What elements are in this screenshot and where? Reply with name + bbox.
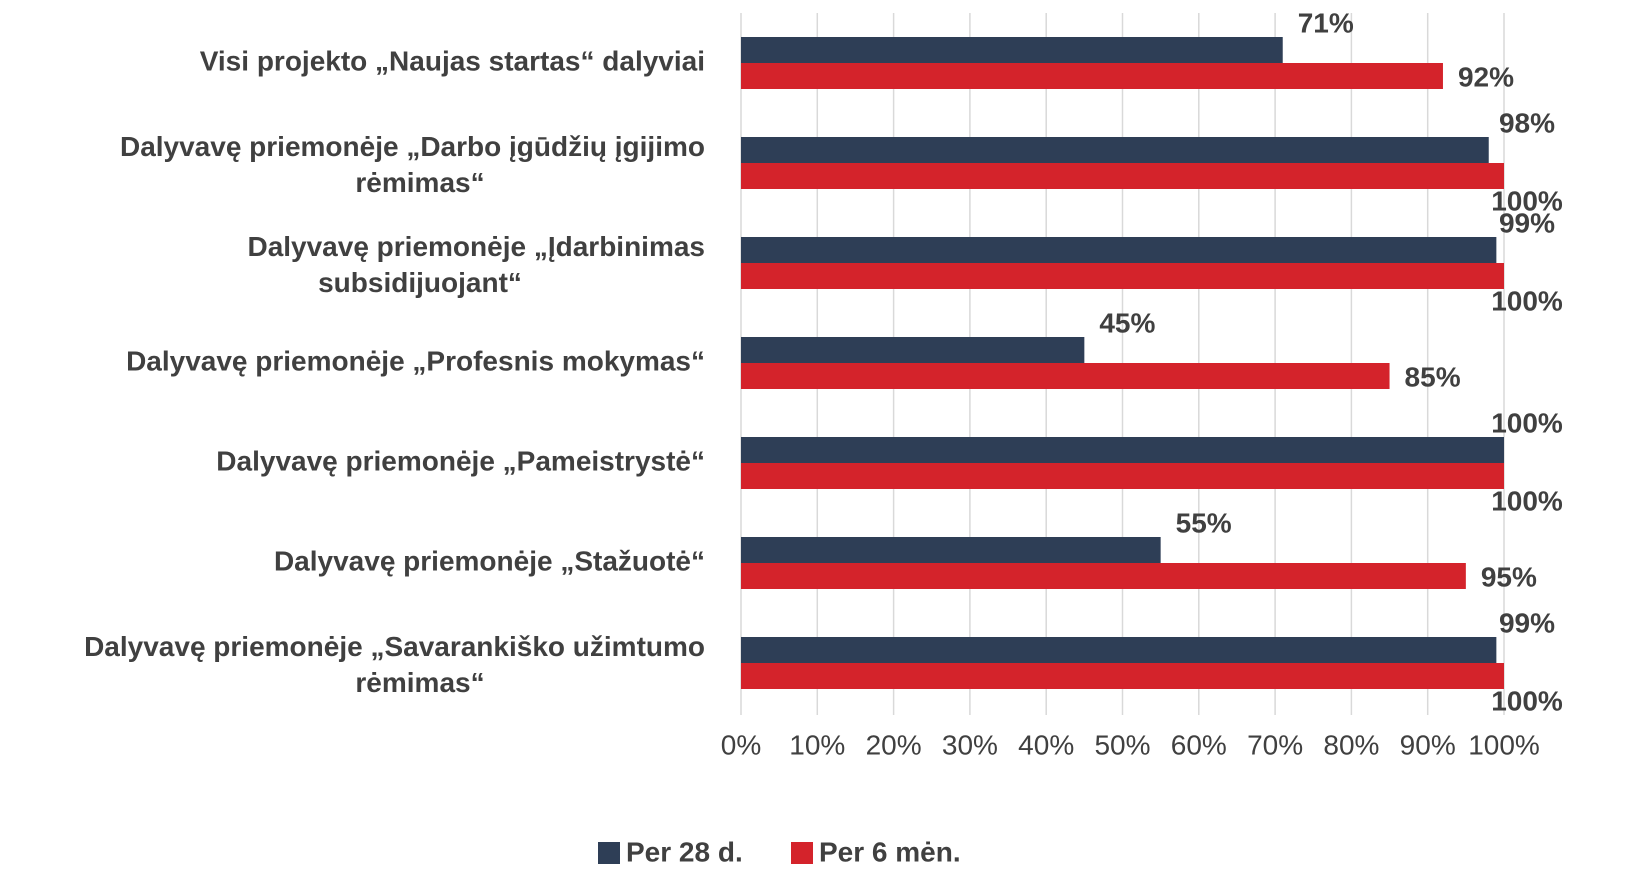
x-tick-label: 80%	[1323, 729, 1379, 760]
bar	[741, 563, 1466, 589]
bar	[741, 637, 1497, 663]
bar	[741, 537, 1161, 563]
bar	[741, 663, 1504, 689]
bar	[741, 363, 1390, 389]
legend-swatch	[791, 842, 813, 864]
legend-label: Per 6 mėn.	[819, 836, 961, 867]
x-tick-label: 40%	[1018, 729, 1074, 760]
bar	[741, 163, 1504, 189]
data-label: 55%	[1176, 507, 1232, 538]
bar	[741, 463, 1504, 489]
bar	[741, 37, 1283, 63]
data-label: 71%	[1298, 7, 1354, 38]
bar	[741, 137, 1489, 163]
data-label: 100%	[1491, 285, 1563, 316]
data-label: 100%	[1491, 485, 1563, 516]
bar	[741, 237, 1497, 263]
legend-label: Per 28 d.	[626, 836, 743, 867]
category-label: Dalyvavę priemonėje „Profesnis mokymas“	[126, 345, 705, 376]
data-label: 85%	[1405, 361, 1461, 392]
bar	[741, 63, 1443, 89]
x-tick-label: 100%	[1468, 729, 1540, 760]
data-label: 92%	[1458, 61, 1514, 92]
x-tick-label: 10%	[789, 729, 845, 760]
data-label: 100%	[1491, 185, 1563, 216]
x-tick-label: 50%	[1094, 729, 1150, 760]
bar	[741, 263, 1504, 289]
x-tick-label: 20%	[866, 729, 922, 760]
category-label: Dalyvavę priemonėje „Darbo įgūdžių įgiji…	[120, 131, 705, 198]
bar	[741, 437, 1504, 463]
data-label: 100%	[1491, 407, 1563, 438]
category-label: Dalyvavę priemonėje „Pameistrystė“	[216, 445, 705, 476]
data-label: 99%	[1499, 207, 1555, 238]
x-tick-label: 90%	[1400, 729, 1456, 760]
data-label: 100%	[1491, 685, 1563, 716]
legend-swatch	[598, 842, 620, 864]
x-tick-label: 0%	[721, 729, 761, 760]
category-label: Dalyvavę priemonėje „Stažuotė“	[274, 545, 705, 576]
x-tick-label: 60%	[1171, 729, 1227, 760]
data-label: 98%	[1499, 107, 1555, 138]
bar	[741, 337, 1085, 363]
category-label: Dalyvavę priemonėje „Įdarbinimas subsidij…	[247, 231, 705, 298]
data-label: 45%	[1099, 307, 1155, 338]
category-label: Visi projekto „Naujas startas“ dalyviai	[200, 45, 705, 76]
x-tick-label: 70%	[1247, 729, 1303, 760]
x-tick-label: 30%	[942, 729, 998, 760]
data-label: 95%	[1481, 561, 1537, 592]
category-label: Dalyvavę priemonėje „Savarankiško užimtu…	[84, 631, 705, 698]
data-label: 99%	[1499, 607, 1555, 638]
